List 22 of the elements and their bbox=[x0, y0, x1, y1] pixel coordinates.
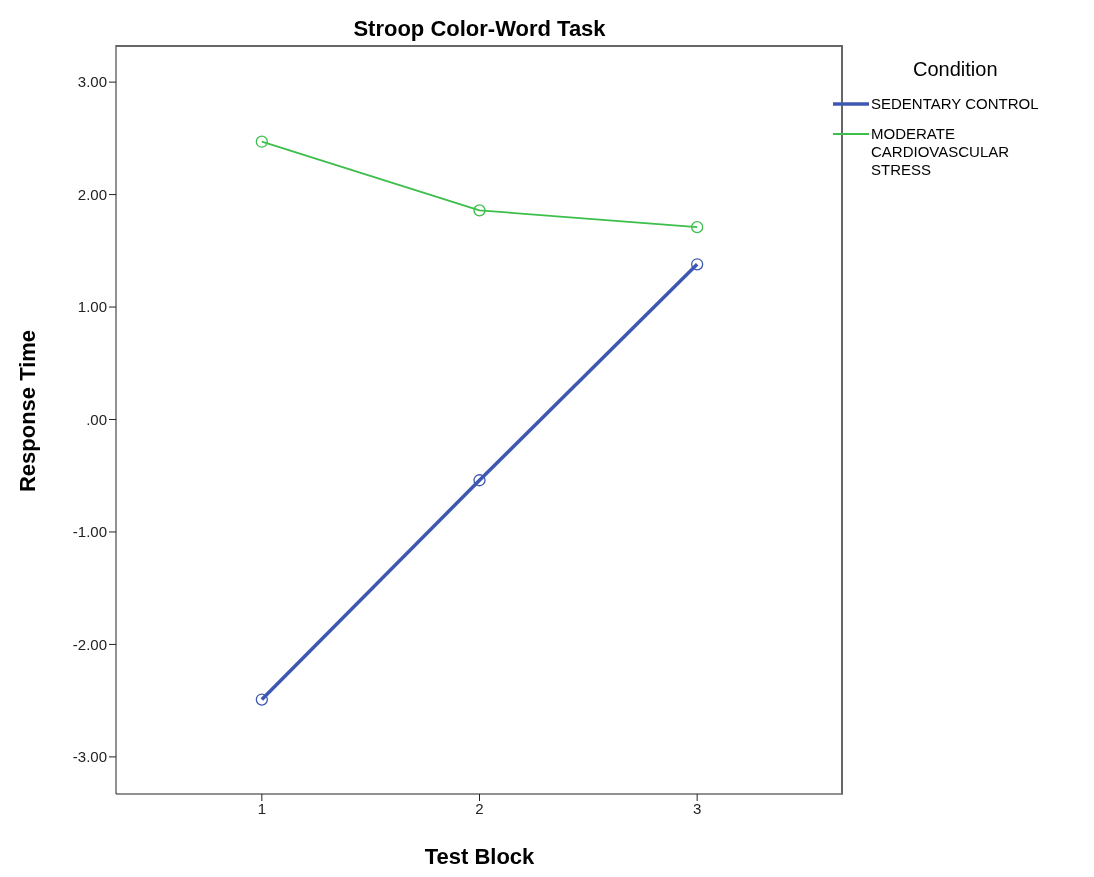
legend-label: MODERATE CARDIOVASCULAR STRESS bbox=[871, 125, 1011, 179]
x-tick-label: 3 bbox=[692, 799, 702, 817]
y-tick-label: 3.00 bbox=[77, 73, 107, 91]
point bbox=[473, 204, 486, 217]
y-tick-label: -3.00 bbox=[72, 748, 107, 766]
x-tick-label: 2 bbox=[475, 799, 484, 817]
legend-title: Condition bbox=[913, 58, 999, 81]
chart-title: Stroop Color-Word Task bbox=[352, 16, 607, 42]
point bbox=[691, 258, 704, 271]
legend-label: SEDENTARY CONTROL bbox=[871, 95, 1040, 113]
y-axis-title: Response Time bbox=[15, 328, 41, 495]
y-tick-label: -1.00 bbox=[72, 523, 107, 541]
y-tick-label: -2.00 bbox=[72, 635, 107, 653]
y-tick-label: 2.00 bbox=[77, 185, 107, 203]
point bbox=[255, 693, 268, 706]
y-tick-label: 1.00 bbox=[77, 298, 107, 316]
point bbox=[691, 221, 704, 234]
y-tick-label: .00 bbox=[86, 410, 107, 428]
point bbox=[473, 474, 486, 487]
point bbox=[255, 135, 268, 148]
x-tick-label: 1 bbox=[257, 799, 267, 817]
x-axis-title: Test Block bbox=[423, 844, 536, 870]
